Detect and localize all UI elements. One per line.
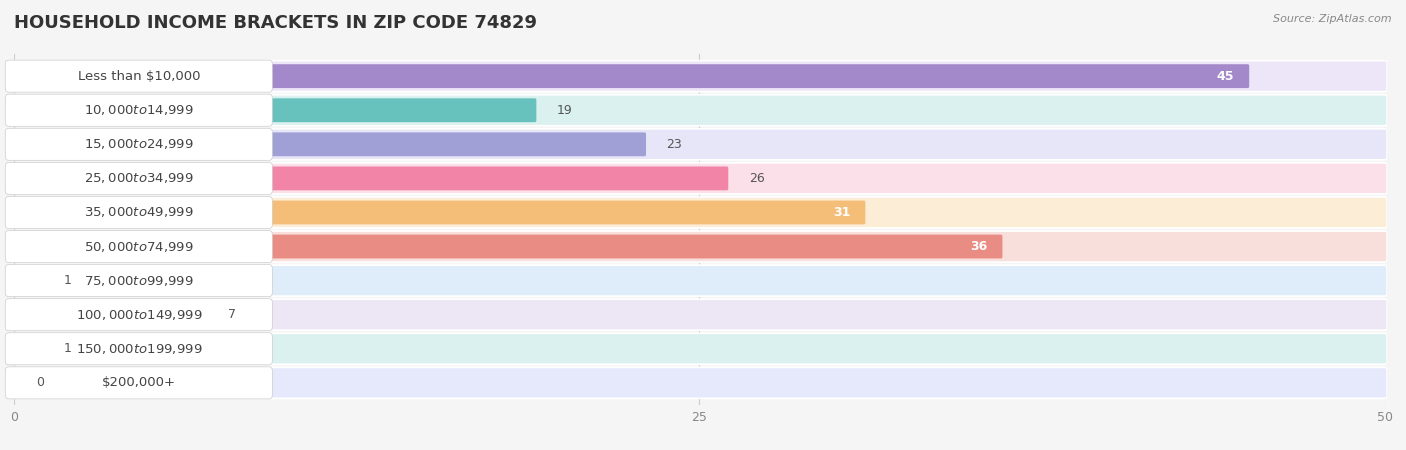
Text: $200,000+: $200,000+ — [101, 376, 176, 389]
FancyBboxPatch shape — [6, 367, 273, 399]
FancyBboxPatch shape — [13, 337, 42, 361]
FancyBboxPatch shape — [13, 164, 1386, 193]
Text: HOUSEHOLD INCOME BRACKETS IN ZIP CODE 74829: HOUSEHOLD INCOME BRACKETS IN ZIP CODE 74… — [14, 14, 537, 32]
FancyBboxPatch shape — [11, 196, 1388, 229]
FancyBboxPatch shape — [13, 198, 1386, 227]
FancyBboxPatch shape — [13, 130, 1386, 159]
FancyBboxPatch shape — [11, 264, 1388, 297]
FancyBboxPatch shape — [13, 300, 1386, 329]
FancyBboxPatch shape — [6, 162, 273, 194]
Text: $10,000 to $14,999: $10,000 to $14,999 — [84, 103, 194, 117]
Text: 19: 19 — [557, 104, 572, 117]
FancyBboxPatch shape — [13, 234, 1002, 258]
Text: 0: 0 — [37, 376, 44, 389]
FancyBboxPatch shape — [13, 62, 1386, 91]
FancyBboxPatch shape — [11, 298, 1388, 331]
FancyBboxPatch shape — [11, 333, 1388, 365]
Text: 45: 45 — [1216, 70, 1234, 83]
FancyBboxPatch shape — [13, 166, 728, 190]
FancyBboxPatch shape — [11, 366, 1388, 399]
FancyBboxPatch shape — [13, 201, 865, 225]
Text: 23: 23 — [666, 138, 682, 151]
Text: $75,000 to $99,999: $75,000 to $99,999 — [84, 274, 194, 288]
FancyBboxPatch shape — [13, 334, 1386, 364]
Text: 26: 26 — [749, 172, 765, 185]
FancyBboxPatch shape — [6, 299, 273, 331]
FancyBboxPatch shape — [13, 303, 207, 327]
FancyBboxPatch shape — [11, 94, 1388, 126]
Text: $100,000 to $149,999: $100,000 to $149,999 — [76, 308, 202, 322]
Text: $150,000 to $199,999: $150,000 to $199,999 — [76, 342, 202, 356]
Text: $50,000 to $74,999: $50,000 to $74,999 — [84, 239, 194, 253]
FancyBboxPatch shape — [11, 230, 1388, 263]
FancyBboxPatch shape — [6, 230, 273, 262]
Text: 1: 1 — [63, 274, 72, 287]
FancyBboxPatch shape — [13, 368, 1386, 397]
FancyBboxPatch shape — [11, 162, 1388, 195]
FancyBboxPatch shape — [11, 128, 1388, 161]
FancyBboxPatch shape — [6, 265, 273, 297]
FancyBboxPatch shape — [6, 60, 273, 92]
FancyBboxPatch shape — [13, 95, 1386, 125]
FancyBboxPatch shape — [6, 197, 273, 229]
Text: $35,000 to $49,999: $35,000 to $49,999 — [84, 206, 194, 220]
Text: 1: 1 — [63, 342, 72, 355]
FancyBboxPatch shape — [13, 132, 645, 156]
Text: 31: 31 — [832, 206, 851, 219]
FancyBboxPatch shape — [13, 232, 1386, 261]
Text: $15,000 to $24,999: $15,000 to $24,999 — [84, 137, 194, 151]
FancyBboxPatch shape — [6, 333, 273, 365]
FancyBboxPatch shape — [6, 128, 273, 160]
FancyBboxPatch shape — [6, 94, 273, 126]
Text: $25,000 to $34,999: $25,000 to $34,999 — [84, 171, 194, 185]
FancyBboxPatch shape — [13, 64, 1249, 88]
Text: Source: ZipAtlas.com: Source: ZipAtlas.com — [1274, 14, 1392, 23]
Text: 36: 36 — [970, 240, 987, 253]
Text: 7: 7 — [228, 308, 236, 321]
FancyBboxPatch shape — [13, 98, 536, 122]
FancyBboxPatch shape — [11, 60, 1388, 93]
FancyBboxPatch shape — [13, 266, 1386, 295]
Text: Less than $10,000: Less than $10,000 — [77, 70, 200, 83]
FancyBboxPatch shape — [13, 269, 42, 292]
